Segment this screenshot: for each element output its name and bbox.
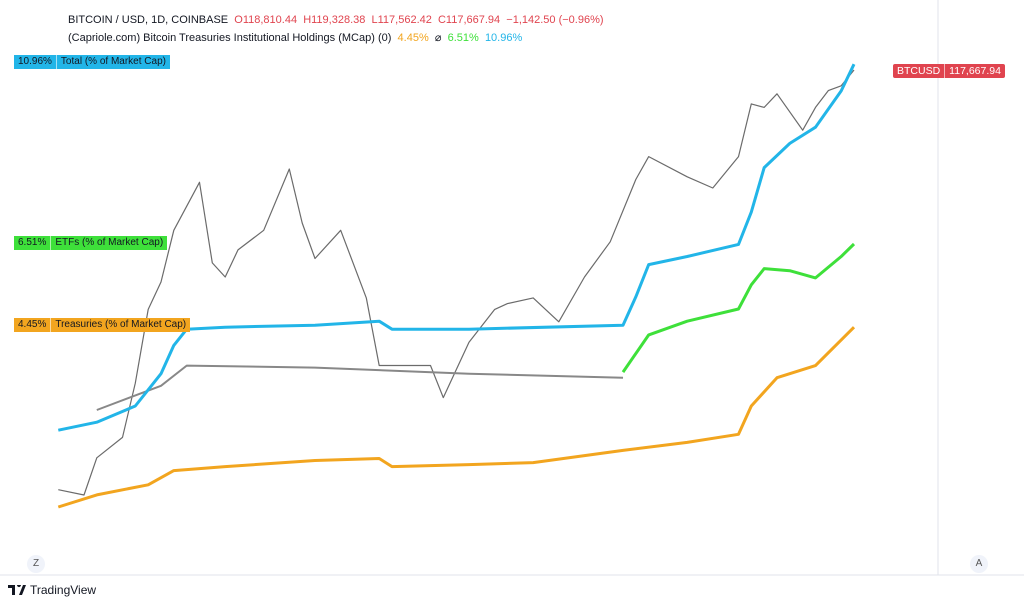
- etfs-tag: 6.51% ETFs (% of Market Cap): [14, 236, 168, 250]
- tag-value: 10.96%: [14, 55, 57, 69]
- open-value: O118,810.44: [234, 14, 298, 26]
- tag-value: 4.45%: [14, 318, 52, 332]
- indicator-treasuries: 4.45%: [397, 32, 429, 44]
- tradingview-logo-icon: [8, 585, 26, 595]
- indicator-etfs: 6.51%: [447, 32, 479, 44]
- tradingview-logo[interactable]: TradingView: [8, 583, 96, 597]
- series-line-total: [57, 63, 856, 432]
- series-line-etfs: [621, 242, 856, 373]
- zoom-button[interactable]: Z: [27, 555, 45, 573]
- indicator-name[interactable]: (Capriole.com) Bitcoin Treasuries Instit…: [68, 32, 392, 44]
- logo-text: TradingView: [30, 583, 97, 597]
- symbol-legend: BITCOIN / USD, 1D, COINBASE O118,810.44 …: [68, 14, 604, 26]
- change-value: −1,142.50 (−0.96%): [506, 14, 604, 26]
- high-value: H119,328.38: [303, 14, 366, 26]
- series-line-treasuries: [57, 326, 856, 509]
- indicator-total: 10.96%: [484, 32, 523, 44]
- price-tag: BTCUSD 117,667.94: [893, 64, 1005, 78]
- indicator-sep-icon: ⌀: [434, 32, 442, 44]
- close-value: C117,667.94: [437, 14, 501, 26]
- tag-label: ETFs (% of Market Cap): [55, 237, 164, 248]
- treasuries-tag: 4.45% Treasuries (% of Market Cap): [14, 318, 191, 332]
- indicator-legend: (Capriole.com) Bitcoin Treasuries Instit…: [68, 31, 522, 44]
- price-tag-value: 117,667.94: [949, 65, 1001, 77]
- series-line-btcusd: [58, 69, 855, 496]
- tag-value: 6.51%: [14, 236, 52, 250]
- low-value: L117,562.42: [371, 14, 432, 26]
- tag-label: Treasuries (% of Market Cap): [55, 319, 187, 330]
- total-tag: 10.96% Total (% of Market Cap): [14, 55, 170, 69]
- auto-scale-button[interactable]: A: [970, 555, 988, 573]
- series-line-unlabeled: [96, 364, 624, 411]
- tag-label: Total (% of Market Cap): [60, 56, 166, 67]
- symbol-name: BITCOIN / USD, 1D, COINBASE: [68, 14, 229, 26]
- price-tag-symbol: BTCUSD: [893, 64, 946, 78]
